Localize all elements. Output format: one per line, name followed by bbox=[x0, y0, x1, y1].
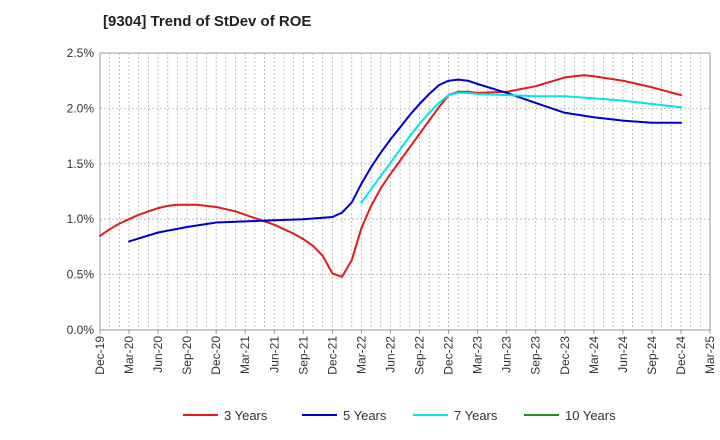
x-tick-label: Mar-24 bbox=[587, 336, 601, 374]
x-tick-label: Sep-23 bbox=[529, 336, 543, 375]
legend: 3 Years 5 Years 7 Years 10 Years bbox=[183, 408, 616, 423]
x-tick-label: Jun-24 bbox=[616, 336, 630, 373]
y-tick-label: 1.0% bbox=[67, 212, 95, 226]
series-line-3 bbox=[360, 91, 682, 204]
x-tick-label: Dec-22 bbox=[442, 336, 456, 375]
x-tick-label: Jun-22 bbox=[383, 336, 397, 373]
x-tick-label: Mar-23 bbox=[471, 336, 485, 374]
series-line-1 bbox=[99, 74, 682, 278]
y-tick-label: 2.5% bbox=[67, 46, 95, 60]
y-tick-label: 0.5% bbox=[67, 268, 95, 282]
x-tick-label: Mar-20 bbox=[122, 336, 136, 374]
x-tick-label: Dec-20 bbox=[209, 336, 223, 375]
x-tick-label: Dec-24 bbox=[674, 336, 688, 375]
series-layer bbox=[99, 74, 682, 278]
x-tick-label: Sep-20 bbox=[180, 336, 194, 375]
x-tick-label: Dec-21 bbox=[325, 336, 339, 375]
legend-label: 7 Years bbox=[454, 408, 498, 423]
x-tick-label: Mar-25 bbox=[703, 336, 717, 374]
y-tick-label: 2.0% bbox=[67, 101, 95, 115]
x-tick-label: Dec-19 bbox=[93, 336, 107, 375]
series-line-2 bbox=[128, 78, 682, 243]
grid-layer bbox=[100, 53, 710, 330]
y-tick-label: 0.0% bbox=[67, 323, 95, 337]
x-tick-label: Jun-20 bbox=[151, 336, 165, 373]
x-tick-label: Jun-21 bbox=[267, 336, 281, 373]
legend-label: 5 Years bbox=[343, 408, 387, 423]
legend-label: 3 Years bbox=[224, 408, 268, 423]
x-tick-label: Sep-21 bbox=[296, 336, 310, 375]
x-tick-label: Sep-24 bbox=[645, 336, 659, 375]
axis-layer: 0.0% 0.5% 1.0% 1.5% 2.0% 2.5% Dec-19 Mar-20 Jun-… bbox=[67, 46, 717, 375]
x-tick-label: Mar-22 bbox=[354, 336, 368, 374]
x-tick-label: Dec-23 bbox=[558, 336, 572, 375]
legend-label: 10 Years bbox=[565, 408, 616, 423]
y-tick-label: 1.5% bbox=[67, 157, 95, 171]
x-tick-label: Jun-23 bbox=[500, 336, 514, 373]
x-tick-label: Mar-21 bbox=[238, 336, 252, 374]
plot-frame bbox=[99, 52, 711, 331]
x-tick-label: Sep-22 bbox=[413, 336, 427, 375]
chart-title: [9304] Trend of StDev of ROE bbox=[103, 13, 311, 30]
